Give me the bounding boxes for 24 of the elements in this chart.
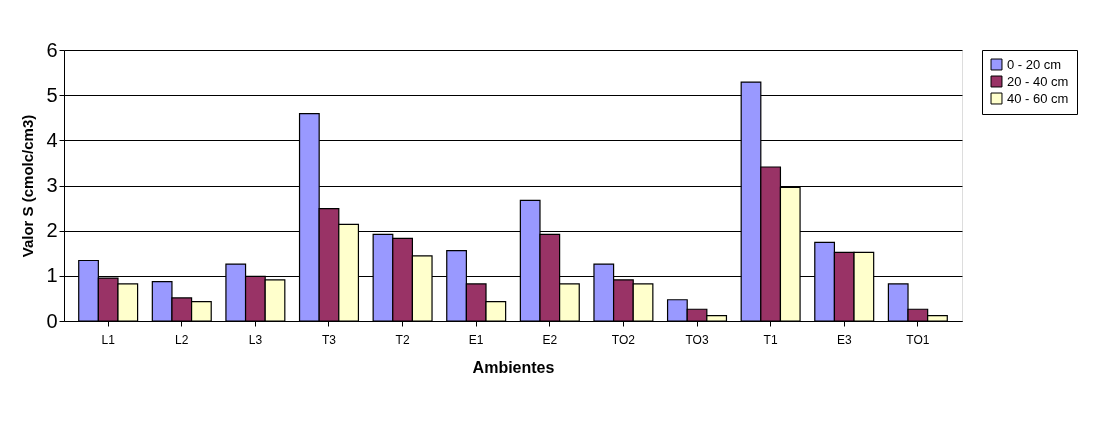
legend-label: 0 - 20 cm	[1007, 56, 1062, 72]
y-tick-label: 6	[46, 38, 58, 61]
x-tick-label: TO2	[611, 332, 636, 347]
x-tick-label: E2	[542, 332, 558, 347]
x-axis-title: Ambientes	[472, 358, 555, 376]
x-tick-label: L3	[248, 332, 263, 347]
x-tick-label: T3	[321, 332, 337, 347]
y-tick-label: 0	[46, 309, 58, 332]
y-axis-title: Valor S (cmolc/cm3)	[19, 114, 37, 258]
x-tick-label: TO1	[906, 332, 930, 347]
y-tick-label: 1	[46, 264, 58, 287]
y-tick-label: 4	[46, 128, 58, 151]
legend-label: 20 - 40 cm	[1007, 73, 1069, 89]
x-tick-label: E3	[836, 332, 852, 347]
y-tick-label: 2	[46, 219, 58, 242]
x-tick-label: E1	[468, 332, 484, 347]
legend-label: 40 - 60 cm	[1007, 90, 1069, 106]
y-tick-label: 3	[46, 174, 58, 196]
x-tick-label: T1	[763, 332, 778, 347]
x-tick-label: TO3	[685, 332, 709, 347]
x-tick-label: L2	[175, 332, 189, 347]
x-tick-label: L1	[101, 332, 116, 347]
y-tick-label: 5	[46, 83, 58, 106]
x-tick-label: T2	[395, 332, 410, 347]
